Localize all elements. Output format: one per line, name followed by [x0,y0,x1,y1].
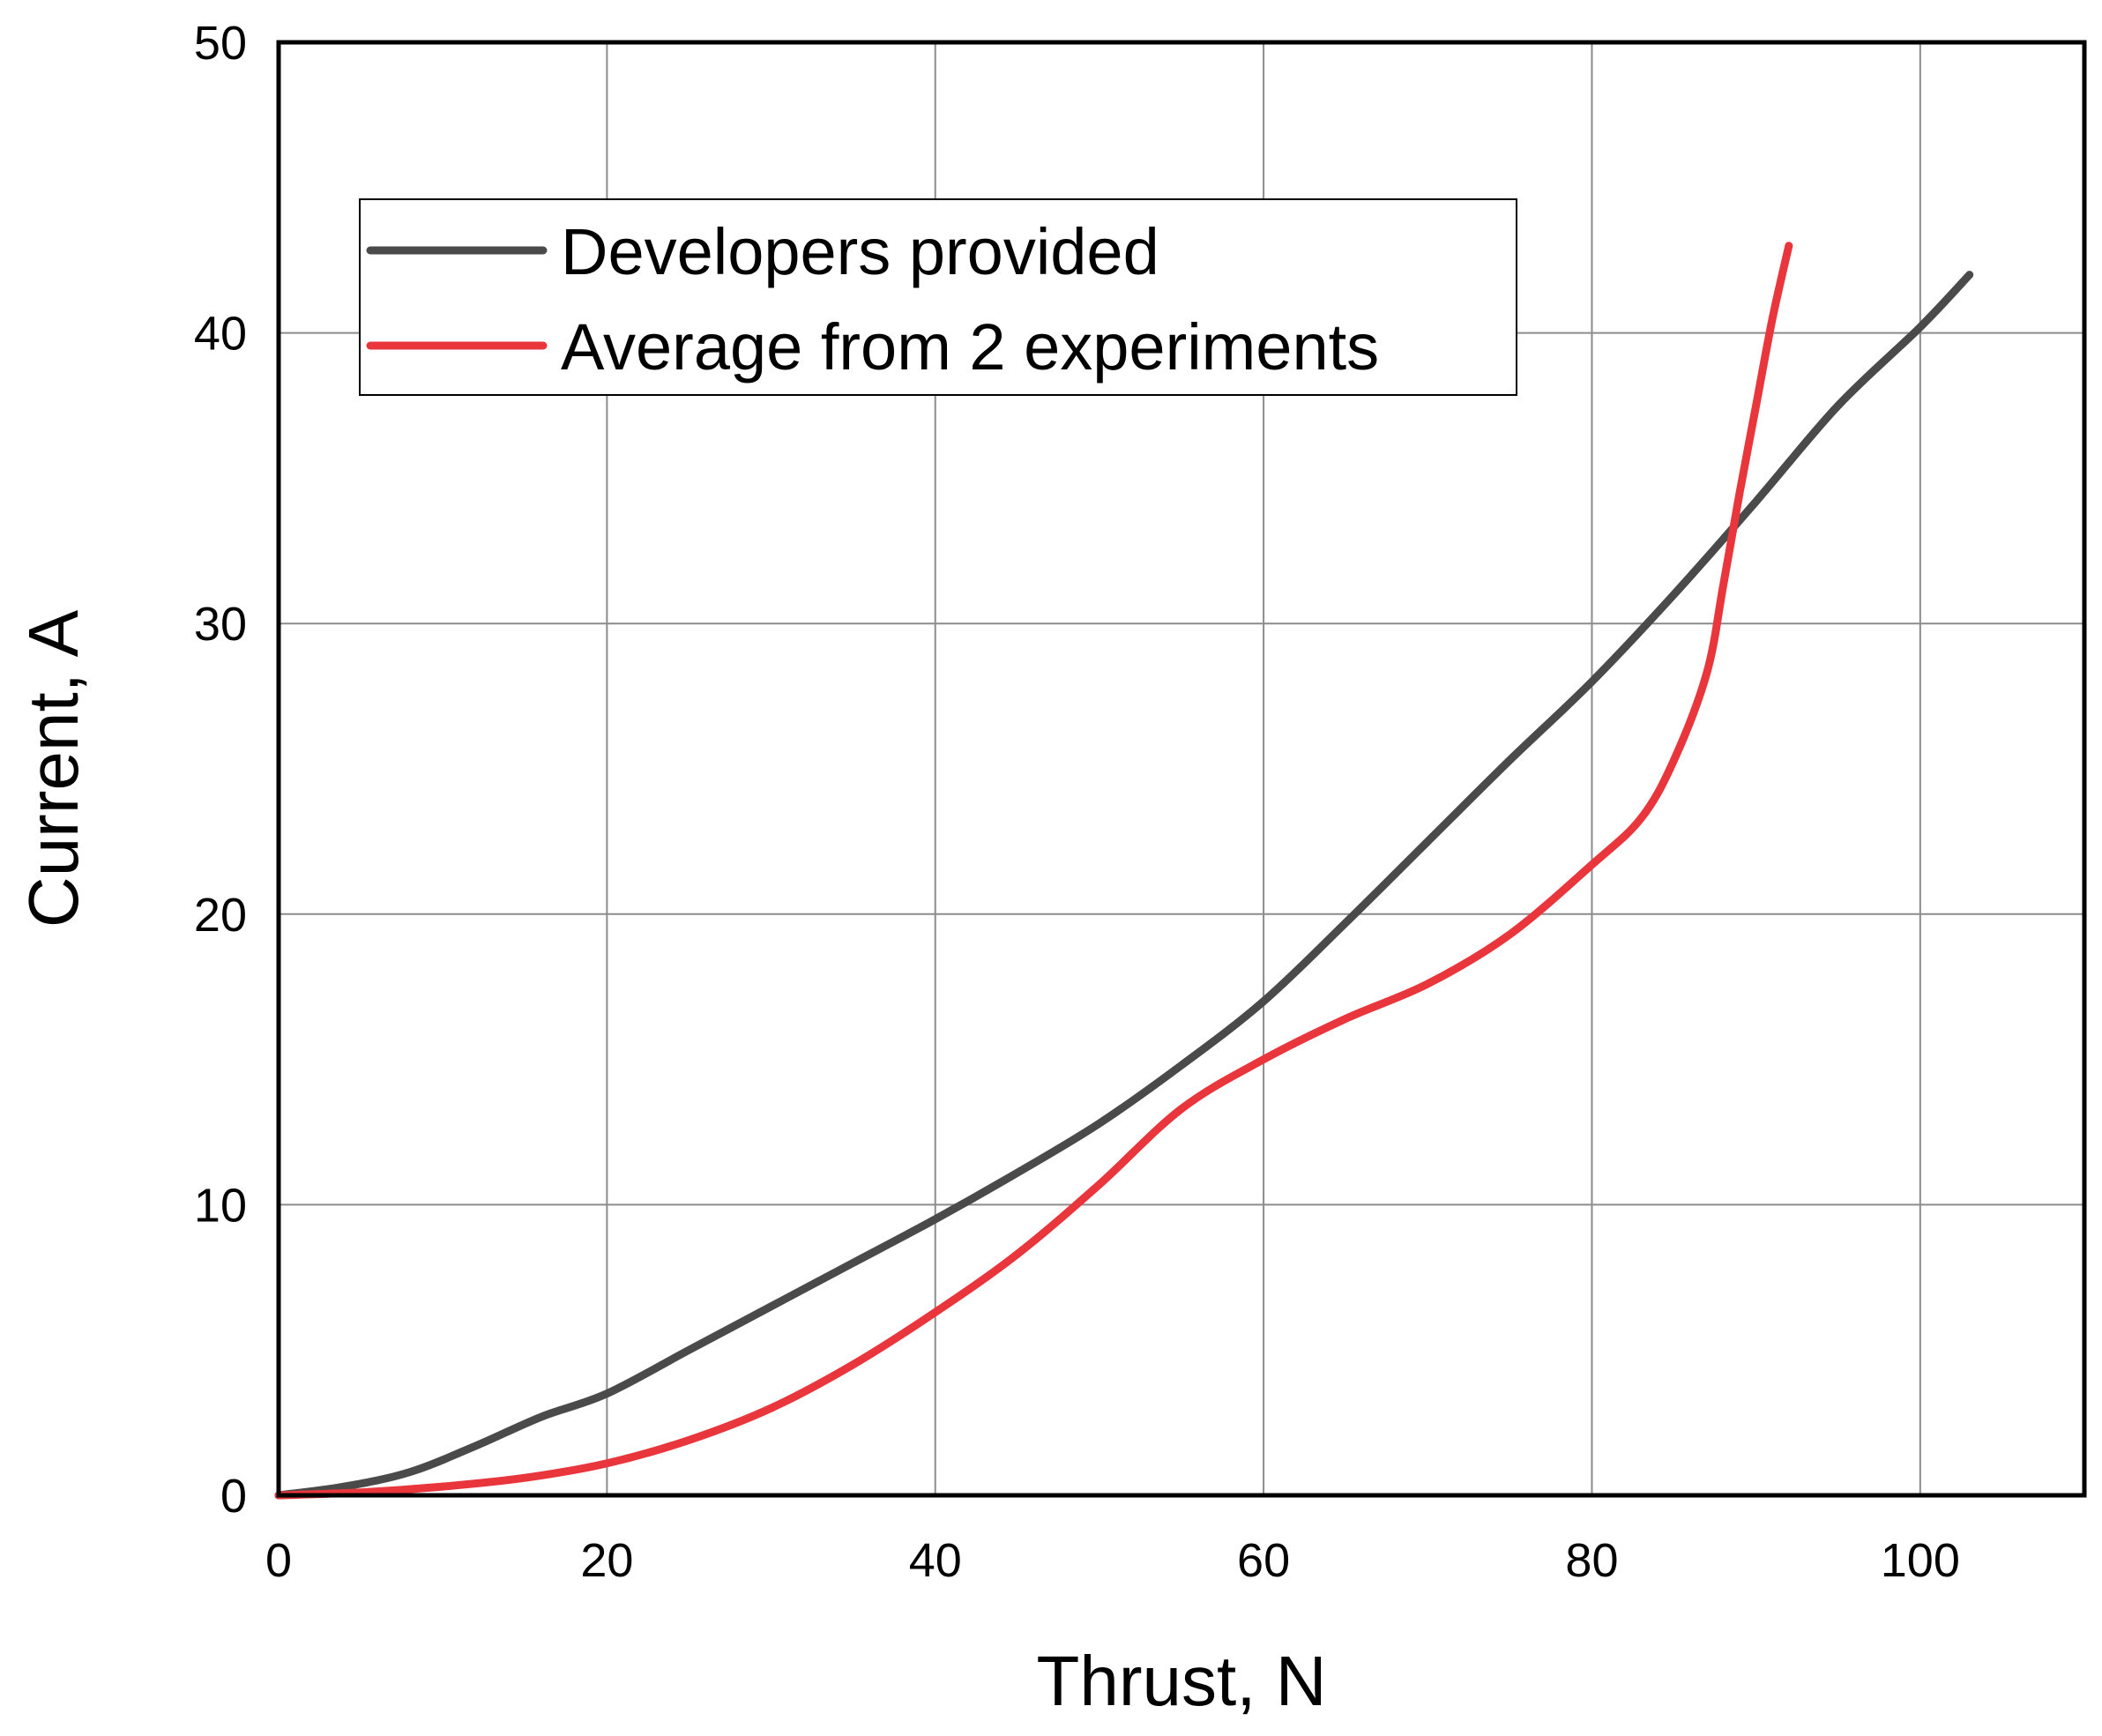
x-tick-label-60: 60 [1237,1534,1290,1587]
series-line-average-from-2-experiments [274,242,1793,1500]
legend-box [359,198,1517,396]
x-axis-label: Thrust, N [1037,1642,1327,1720]
plot-area-frame [276,40,2087,1498]
x-tick-label-20: 20 [580,1534,633,1587]
y-tick-label-50: 50 [194,17,247,70]
y-tick-label-0: 0 [220,1470,247,1523]
axis-ticks: 0 20 40 60 80 100 0 10 20 30 40 50 [194,17,1960,1587]
y-tick-label-10: 10 [194,1179,247,1232]
x-tick-label-100: 100 [1881,1534,1960,1587]
legend-label-developers-provided: Developers provided [561,215,1159,288]
x-tick-label-40: 40 [909,1534,962,1587]
legend: Developers provided Average from 2 exper… [359,198,1517,396]
y-axis-label: Current, A [14,609,93,928]
series-lines [274,242,1974,1500]
legend-label-average-from-2-experiments: Average from 2 experiments [561,310,1379,384]
x-tick-label-0: 0 [265,1534,292,1587]
x-tick-label-80: 80 [1565,1534,1618,1587]
series-line-developers-provided [274,271,1974,1500]
y-tick-label-40: 40 [194,308,247,361]
y-tick-label-30: 30 [194,598,247,651]
y-tick-label-20: 20 [194,889,247,942]
